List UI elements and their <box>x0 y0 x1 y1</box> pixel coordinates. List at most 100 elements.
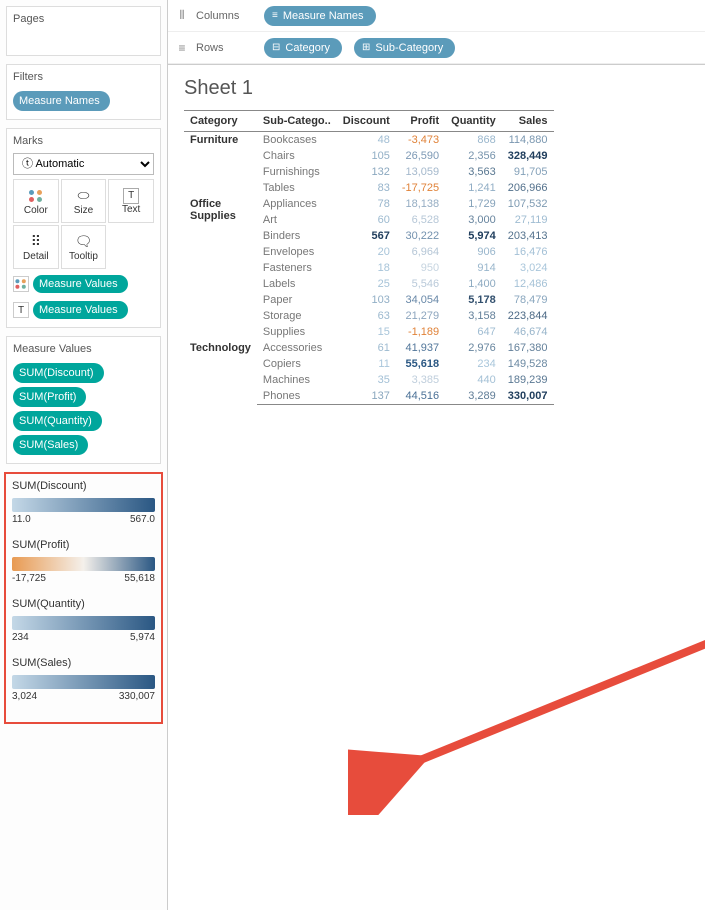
value-cell: 63 <box>337 308 396 324</box>
value-cell: 16,476 <box>502 244 554 260</box>
value-cell: 30,222 <box>396 228 445 244</box>
value-cell: 1,400 <box>445 276 502 292</box>
mv-pill-sales[interactable]: SUM(Sales) <box>13 435 88 455</box>
column-header[interactable]: Category <box>184 111 257 132</box>
value-cell: 868 <box>445 132 502 149</box>
column-header[interactable]: Discount <box>337 111 396 132</box>
legend-range: 3,024330,007 <box>12 691 155 702</box>
legend-item[interactable]: SUM(Sales) 3,024330,007 <box>12 657 155 702</box>
marks-type-select[interactable]: ⓣ Automatic <box>13 153 154 175</box>
legend-range: -17,72555,618 <box>12 573 155 584</box>
marks-color-button[interactable]: Color <box>13 179 59 223</box>
columns-icon: ⦀ <box>174 8 190 23</box>
sub-category-cell: Labels <box>257 276 337 292</box>
sub-category-cell: Accessories <box>257 340 337 356</box>
assigned-color-label: Measure Values <box>39 274 118 294</box>
assigned-text-label: Measure Values <box>39 300 118 320</box>
value-cell: 3,289 <box>445 388 502 405</box>
marks-assigned-text[interactable]: T Measure Values <box>13 299 154 321</box>
measure-values-title: Measure Values <box>13 343 154 355</box>
marks-size-button[interactable]: ⬭ Size <box>61 179 107 223</box>
mv-pill-profit[interactable]: SUM(Profit) <box>13 387 86 407</box>
legend-item[interactable]: SUM(Discount)11.0567.0 <box>12 480 155 525</box>
column-header[interactable]: Sales <box>502 111 554 132</box>
mv-pill-quantity[interactable]: SUM(Quantity) <box>13 411 102 431</box>
pill-label: Measure Names <box>283 10 364 22</box>
sub-category-cell: Art <box>257 212 337 228</box>
value-cell: -17,725 <box>396 180 445 196</box>
category-cell: Furniture <box>184 132 257 197</box>
rows-pill-category[interactable]: ⊟ Category <box>264 38 342 58</box>
marks-card[interactable]: Marks ⓣ Automatic Color ⬭ Size T Text <box>6 128 161 328</box>
sheet-title: Sheet 1 <box>184 77 693 100</box>
filters-card[interactable]: Filters Measure Names <box>6 64 161 120</box>
columns-pill-measure-names[interactable]: ≡ Measure Names <box>264 6 376 26</box>
value-cell: 107,532 <box>502 196 554 212</box>
value-cell: 914 <box>445 260 502 276</box>
marks-assigned-color[interactable]: Measure Values <box>13 273 154 295</box>
value-cell: 206,966 <box>502 180 554 196</box>
table-row: FurnitureBookcases48-3,473868114,880 <box>184 132 554 149</box>
pages-card[interactable]: Pages <box>6 6 161 56</box>
mv-label: SUM(Profit) <box>19 387 76 407</box>
value-cell: 61 <box>337 340 396 356</box>
legend-range: 2345,974 <box>12 632 155 643</box>
value-cell: 330,007 <box>502 388 554 405</box>
table-row: OfficeSuppliesAppliances7818,1381,729107… <box>184 196 554 212</box>
sub-category-cell: Phones <box>257 388 337 405</box>
legend-item[interactable]: SUM(Quantity)2345,974 <box>12 598 155 643</box>
pill-label: Sub-Category <box>375 42 443 54</box>
text-icon: T <box>123 188 139 204</box>
value-cell: 3,000 <box>445 212 502 228</box>
column-header[interactable]: Sub-Catego.. <box>257 111 337 132</box>
columns-shelf[interactable]: ⦀ Columns ≡ Measure Names <box>168 0 705 32</box>
value-cell: 906 <box>445 244 502 260</box>
value-cell: 5,546 <box>396 276 445 292</box>
legend-label: SUM(Sales) <box>12 657 155 669</box>
sub-category-cell: Fasteners <box>257 260 337 276</box>
marks-title: Marks <box>13 135 154 147</box>
mv-pill-discount[interactable]: SUM(Discount) <box>13 363 104 383</box>
value-cell: 48 <box>337 132 396 149</box>
sub-category-cell: Chairs <box>257 148 337 164</box>
value-cell: 18,138 <box>396 196 445 212</box>
value-cell: 223,844 <box>502 308 554 324</box>
value-cell: 18 <box>337 260 396 276</box>
size-icon: ⬭ <box>78 187 90 205</box>
rows-label: Rows <box>196 42 258 54</box>
marks-text-button[interactable]: T Text <box>108 179 154 223</box>
value-cell: 950 <box>396 260 445 276</box>
measure-values-card[interactable]: Measure Values SUM(Discount) SUM(Profit)… <box>6 336 161 464</box>
columns-label: Columns <box>196 10 258 22</box>
value-cell: 91,705 <box>502 164 554 180</box>
rows-pill-sub-category[interactable]: ⊞ Sub-Category <box>354 38 455 58</box>
mv-label: SUM(Quantity) <box>19 411 92 431</box>
legend-gradient <box>12 498 155 512</box>
marks-size-label: Size <box>74 205 93 216</box>
value-cell: 234 <box>445 356 502 372</box>
marks-tooltip-button[interactable]: 🗨 Tooltip <box>61 225 107 269</box>
marks-tooltip-label: Tooltip <box>69 251 98 262</box>
column-header[interactable]: Quantity <box>445 111 502 132</box>
value-cell: 46,674 <box>502 324 554 340</box>
marks-text-label: Text <box>122 204 140 215</box>
marks-detail-label: Detail <box>23 251 49 262</box>
column-header[interactable]: Profit <box>396 111 445 132</box>
filter-pill-measure-names[interactable]: Measure Names <box>13 91 110 111</box>
value-cell: 35 <box>337 372 396 388</box>
marks-detail-button[interactable]: ⠿ Detail <box>13 225 59 269</box>
annotation-arrow <box>348 615 705 815</box>
value-cell: 25 <box>337 276 396 292</box>
value-cell: 440 <box>445 372 502 388</box>
value-cell: 26,590 <box>396 148 445 164</box>
value-cell: 114,880 <box>502 132 554 149</box>
legend-label: SUM(Discount) <box>12 480 155 492</box>
pill-icon: ≡ <box>272 10 278 21</box>
legend-item[interactable]: SUM(Profit)-17,72555,618 <box>12 539 155 584</box>
sub-category-cell: Appliances <box>257 196 337 212</box>
sub-category-cell: Binders <box>257 228 337 244</box>
rows-shelf[interactable]: ≡ Rows ⊟ Category ⊞ Sub-Category <box>168 32 705 64</box>
table-row: TechnologyAccessories6141,9372,976167,38… <box>184 340 554 356</box>
value-cell: 15 <box>337 324 396 340</box>
sub-category-cell: Envelopes <box>257 244 337 260</box>
